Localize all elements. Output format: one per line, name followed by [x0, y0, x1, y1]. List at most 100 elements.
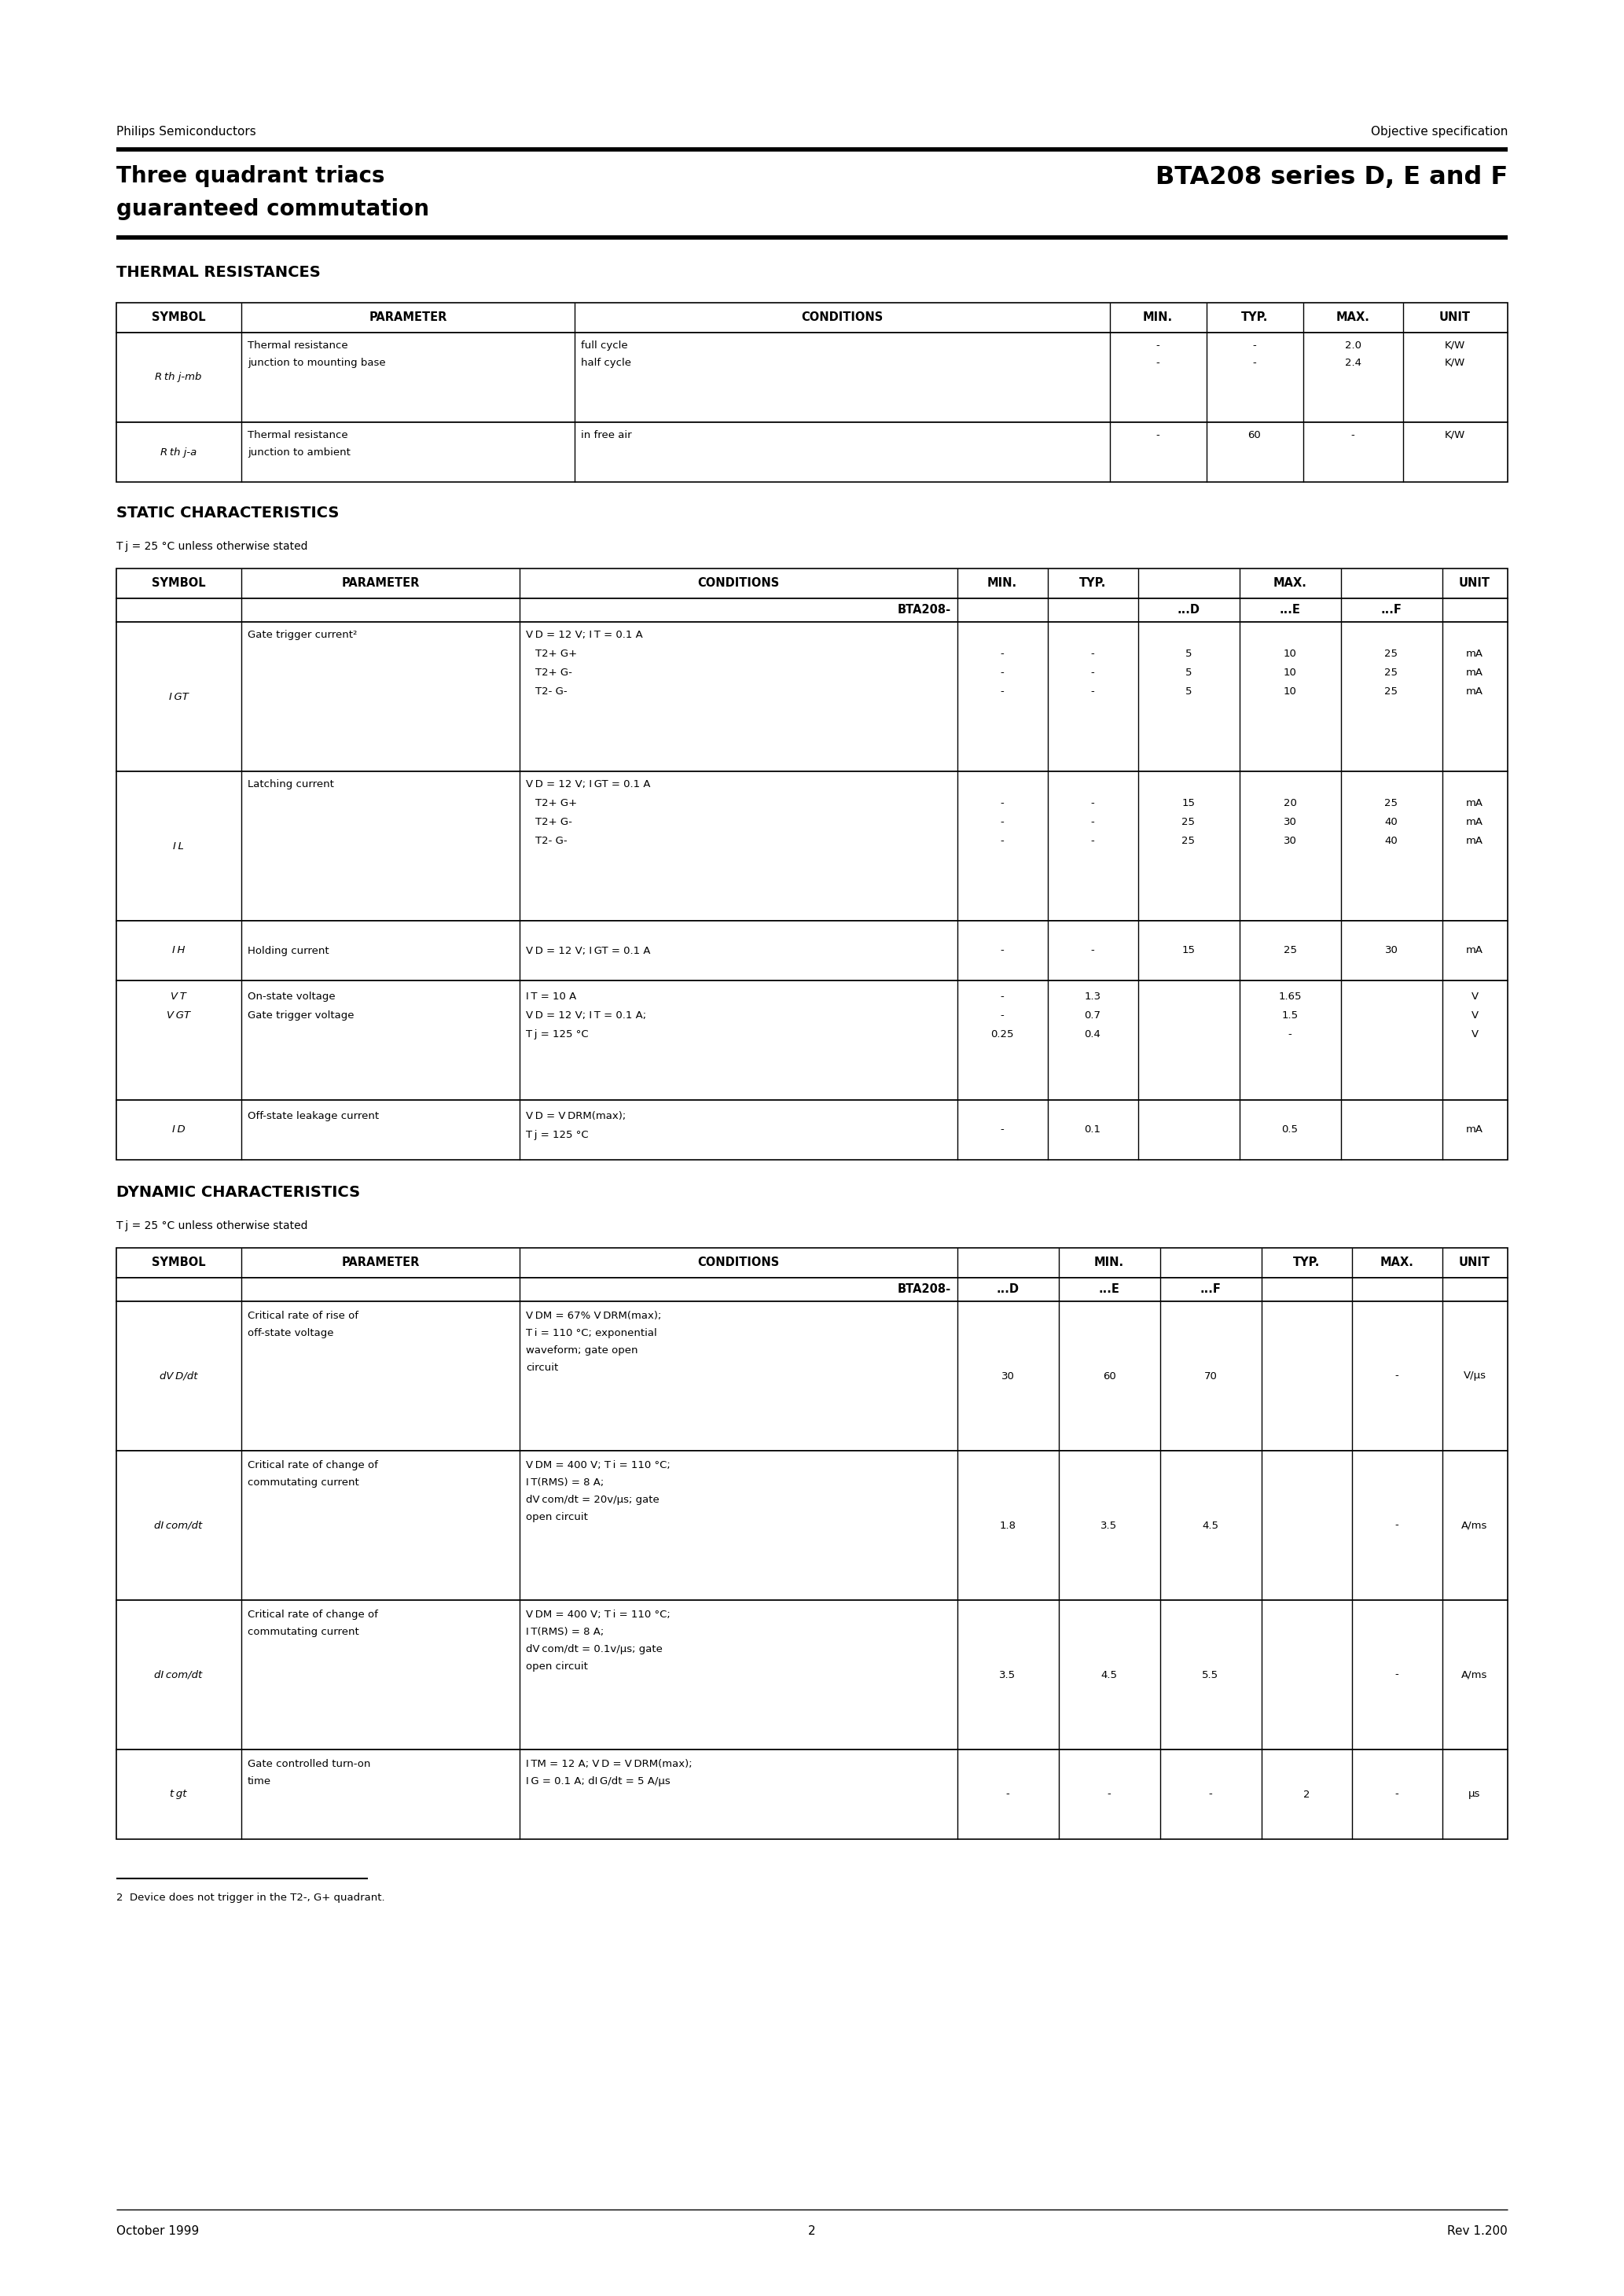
Text: V GT: V GT [167, 1010, 190, 1022]
Text: CONDITIONS: CONDITIONS [801, 312, 883, 324]
Text: A/ms: A/ms [1462, 1520, 1488, 1531]
Text: -: - [1108, 1789, 1111, 1800]
Text: 10: 10 [1283, 687, 1296, 696]
Text: V T: V T [171, 992, 187, 1001]
Text: Gate trigger voltage: Gate trigger voltage [247, 1010, 354, 1022]
Text: 25: 25 [1385, 668, 1398, 677]
Text: time: time [247, 1777, 271, 1786]
Text: 25: 25 [1283, 946, 1296, 955]
Text: Critical rate of change of: Critical rate of change of [247, 1460, 378, 1469]
Text: BTA208-: BTA208- [898, 604, 952, 615]
Text: dI com/dt: dI com/dt [154, 1520, 203, 1531]
Text: I L: I L [174, 840, 184, 852]
Text: t gt: t gt [171, 1789, 187, 1800]
Text: -: - [1252, 340, 1257, 351]
Text: STATIC CHARACTERISTICS: STATIC CHARACTERISTICS [117, 505, 339, 521]
Bar [117, 333, 1507, 422]
Text: CONDITIONS: CONDITIONS [697, 579, 780, 590]
Text: 2  Device does not trigger in the T2-, G+ quadrant.: 2 Device does not trigger in the T2-, G+… [117, 1892, 385, 1903]
Text: -: - [1395, 1789, 1398, 1800]
Text: 25: 25 [1385, 650, 1398, 659]
Text: -: - [1395, 1669, 1398, 1681]
Text: 1.65: 1.65 [1278, 992, 1301, 1001]
Text: V D = 12 V; I T = 0.1 A: V D = 12 V; I T = 0.1 A [526, 629, 643, 641]
Text: PARAMETER: PARAMETER [369, 312, 447, 324]
Bar [117, 599, 1507, 622]
Text: MAX.: MAX. [1337, 312, 1369, 324]
Text: -: - [1000, 1010, 1004, 1022]
Text: 4.5: 4.5 [1202, 1520, 1218, 1531]
Text: 30: 30 [1000, 1371, 1015, 1382]
Text: mA: mA [1466, 687, 1483, 696]
Text: V/μs: V/μs [1463, 1371, 1486, 1382]
Text: BTA208 series D, E and F: BTA208 series D, E and F [1155, 165, 1507, 191]
Text: T j = 25 °C unless otherwise stated: T j = 25 °C unless otherwise stated [117, 1221, 307, 1231]
Text: half cycle: half cycle [581, 358, 632, 367]
Text: -: - [1000, 687, 1004, 696]
Text: Critical rate of change of: Critical rate of change of [247, 1609, 378, 1619]
Text: 1.5: 1.5 [1281, 1010, 1298, 1022]
Text: 0.25: 0.25 [991, 1029, 1013, 1040]
Text: T i = 110 °C; exponential: T i = 110 °C; exponential [526, 1327, 658, 1339]
Text: μs: μs [1468, 1789, 1481, 1800]
Text: Gate controlled turn-on: Gate controlled turn-on [247, 1759, 370, 1770]
Text: V D = 12 V; I GT = 0.1 A: V D = 12 V; I GT = 0.1 A [526, 778, 651, 790]
Bar [117, 1247, 1507, 1279]
Text: 1.3: 1.3 [1085, 992, 1101, 1001]
Text: TYP.: TYP. [1078, 579, 1106, 590]
Text: Off-state leakage current: Off-state leakage current [247, 1111, 378, 1120]
Text: -: - [1252, 358, 1257, 367]
Text: dV com/dt = 0.1v/μs; gate: dV com/dt = 0.1v/μs; gate [526, 1644, 663, 1655]
Text: SYMBOL: SYMBOL [151, 312, 205, 324]
Text: Philips Semiconductors: Philips Semiconductors [117, 126, 257, 138]
Text: V: V [1471, 1029, 1478, 1040]
Text: I H: I H [172, 946, 185, 955]
Bar [117, 622, 1507, 771]
Text: 0.1: 0.1 [1085, 1125, 1101, 1134]
Text: -: - [1091, 946, 1095, 955]
Text: -: - [1000, 799, 1004, 808]
Text: T2+ G+: T2+ G+ [536, 650, 577, 659]
Text: SYMBOL: SYMBOL [151, 579, 205, 590]
Text: I D: I D [172, 1125, 185, 1134]
Text: 2: 2 [809, 2225, 815, 2236]
Text: Rev 1.200: Rev 1.200 [1447, 2225, 1507, 2236]
Text: circuit: circuit [526, 1362, 559, 1373]
Text: -: - [1156, 340, 1160, 351]
Text: V D = 12 V; I GT = 0.1 A: V D = 12 V; I GT = 0.1 A [526, 946, 651, 955]
Text: dV D/dt: dV D/dt [159, 1371, 198, 1382]
Text: mA: mA [1466, 836, 1483, 845]
Text: MAX.: MAX. [1380, 1256, 1413, 1270]
Text: commutating current: commutating current [247, 1628, 359, 1637]
Text: -: - [1000, 946, 1004, 955]
Text: 60: 60 [1103, 1371, 1116, 1382]
Text: 2.4: 2.4 [1345, 358, 1361, 367]
Text: UNIT: UNIT [1439, 312, 1471, 324]
Text: junction to ambient: junction to ambient [247, 448, 351, 457]
Text: 30: 30 [1385, 946, 1398, 955]
Text: -: - [1000, 668, 1004, 677]
Text: -: - [1091, 817, 1095, 827]
Text: ...D: ...D [1177, 604, 1200, 615]
Bar [117, 771, 1507, 921]
Bar [117, 980, 1507, 1100]
Text: UNIT: UNIT [1458, 579, 1491, 590]
Text: -: - [1005, 1789, 1010, 1800]
Text: MIN.: MIN. [1095, 1256, 1124, 1270]
Text: MAX.: MAX. [1273, 579, 1307, 590]
Text: I G = 0.1 A; dI G/dt = 5 A/μs: I G = 0.1 A; dI G/dt = 5 A/μs [526, 1777, 671, 1786]
Text: V DM = 67% V DRM(max);: V DM = 67% V DRM(max); [526, 1311, 661, 1320]
Bar [117, 1279, 1507, 1302]
Bar [117, 1750, 1507, 1839]
Text: -: - [1091, 799, 1095, 808]
Text: I T(RMS) = 8 A;: I T(RMS) = 8 A; [526, 1628, 604, 1637]
Text: V: V [1471, 1010, 1478, 1022]
Text: 5: 5 [1186, 650, 1192, 659]
Text: guaranteed commutation: guaranteed commutation [117, 197, 429, 220]
Text: V DM = 400 V; T i = 110 °C;: V DM = 400 V; T i = 110 °C; [526, 1460, 671, 1469]
Text: 10: 10 [1283, 650, 1296, 659]
Text: -: - [1091, 668, 1095, 677]
Text: ...F: ...F [1380, 604, 1402, 615]
Text: 5: 5 [1186, 687, 1192, 696]
Text: -: - [1288, 1029, 1291, 1040]
